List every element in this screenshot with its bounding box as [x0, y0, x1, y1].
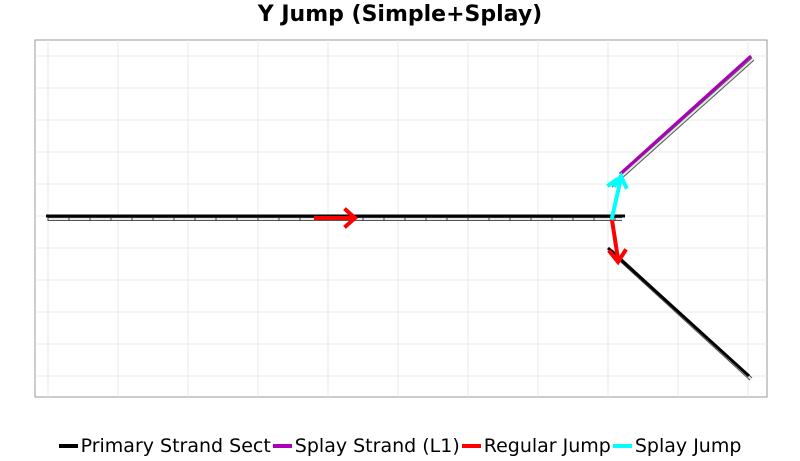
diagram-title: Y Jump (Simple+Splay): [257, 2, 543, 27]
legend-item-splay: Splay Strand (L1): [272, 435, 460, 457]
legend-swatch-regular-jump: [461, 444, 481, 448]
legend-item-primary: Primary Strand Sect: [58, 435, 271, 457]
legend-swatch-splay: [272, 444, 292, 448]
legend-swatch-splay-jump: [612, 444, 632, 448]
legend-item-regular-jump: Regular Jump: [461, 435, 611, 457]
legend: Primary Strand Sect Splay Strand (L1) Re…: [0, 433, 800, 459]
legend-label-primary: Primary Strand Sect: [80, 435, 271, 457]
legend-label-regular-jump: Regular Jump: [483, 435, 611, 457]
legend-item-splay-jump: Splay Jump: [612, 435, 742, 457]
legend-label-splay-jump: Splay Jump: [634, 435, 742, 457]
splay-jump-arrow: [606, 171, 629, 221]
regular-jump-arrow-horizontal: [314, 207, 359, 229]
diagram-canvas: [34, 39, 768, 398]
legend-label-splay: Splay Strand (L1): [294, 435, 460, 457]
regular-jump-arrow-branch: [607, 217, 628, 266]
splay-strand-l1: [609, 54, 755, 188]
legend-swatch-primary: [58, 444, 78, 448]
primary-strand-diagonal: [606, 246, 753, 381]
